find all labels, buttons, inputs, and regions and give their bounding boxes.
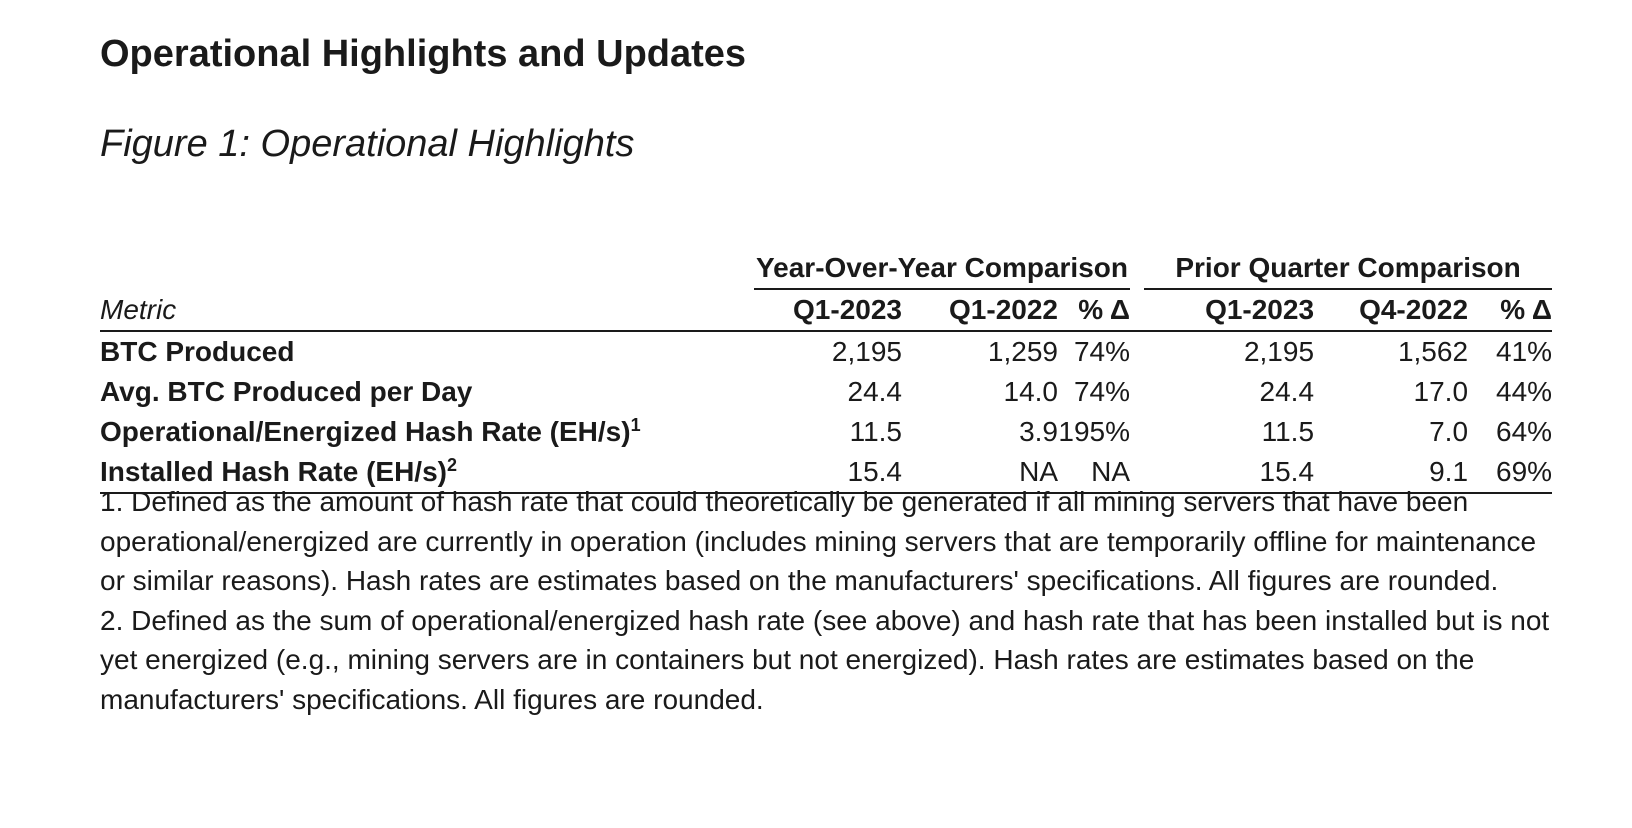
metric-cell: Installed Hash Rate (EH/s)2 xyxy=(100,452,740,494)
metric-cell: BTC Produced xyxy=(100,331,740,372)
pq-change-cell: 44% xyxy=(1496,376,1553,407)
table-row: Operational/Energized Hash Rate (EH/s)1 … xyxy=(100,412,1552,452)
group-header-yoy-label: Year-Over-Year Comparison xyxy=(754,250,1131,290)
pq-change-cell: 69% xyxy=(1468,452,1553,494)
gap-cell xyxy=(1130,372,1144,412)
figure-title: Figure 1: Operational Highlights xyxy=(100,123,635,165)
column-header-pq-change: % Δ xyxy=(1468,290,1553,332)
pq-current-cell: 2,195 xyxy=(1243,336,1315,367)
column-header-yoy-change: % Δ xyxy=(1058,290,1131,332)
column-header-metric: Metric xyxy=(100,290,740,332)
pq-prior-cell: 17.0 xyxy=(1413,376,1469,407)
pq-prior-cell: 7.0 xyxy=(1429,416,1469,447)
pq-current-cell: 15.4 xyxy=(1144,452,1315,494)
yoy-current-cell: 11.5 xyxy=(849,416,902,447)
yoy-change-cell: 195% xyxy=(1058,416,1131,447)
footnote-1: 1. Defined as the amount of hash rate th… xyxy=(100,486,1537,596)
yoy-current-cell: 2,195 xyxy=(831,336,902,367)
group-header-row: Year-Over-Year Comparison Prior Quarter … xyxy=(100,250,1553,290)
footnotes: 1. Defined as the amount of hash rate th… xyxy=(100,482,1560,719)
yoy-prior-cell: NA xyxy=(902,452,1058,494)
pq-change-cell: 41% xyxy=(1496,336,1553,367)
group-header-empty xyxy=(100,250,740,290)
metric-label: BTC Produced xyxy=(100,336,295,367)
column-header-gap xyxy=(1130,290,1145,332)
pq-change-cell: 64% xyxy=(1496,416,1553,447)
footnote-ref: 1 xyxy=(630,415,641,435)
yoy-prior-cell: 3.9 xyxy=(1019,416,1058,447)
table-row: Installed Hash Rate (EH/s)2 15.4 NA NA 1… xyxy=(100,452,1553,494)
table-row: Avg. BTC Produced per Day 24.4 14.0 74% … xyxy=(100,372,1552,412)
group-header-gap xyxy=(1130,250,1144,290)
column-header-yoy-prior: Q1-2022 xyxy=(902,290,1058,332)
yoy-change-cell: NA xyxy=(1058,452,1131,494)
column-header-pq-prior: Q4-2022 xyxy=(1314,290,1469,332)
group-header-yoy: Year-Over-Year Comparison xyxy=(740,250,1131,290)
metric-cell: Avg. BTC Produced per Day xyxy=(100,372,740,412)
metric-label: Operational/Energized Hash Rate (EH/s) xyxy=(100,416,631,447)
column-header-pq-current: Q1-2023 xyxy=(1144,290,1315,332)
yoy-current-cell: 15.4 xyxy=(740,452,902,494)
pq-current-cell: 11.5 xyxy=(1261,416,1315,447)
group-header-prior: Prior Quarter Comparison xyxy=(1144,250,1553,290)
section-heading: Operational Highlights and Updates xyxy=(100,33,747,75)
yoy-prior-cell: 1,259 xyxy=(987,336,1058,367)
table-row: BTC Produced 2,195 1,259 74% 2,195 1,562… xyxy=(100,331,1552,372)
footnote-2: 2. Defined as the sum of operational/ene… xyxy=(100,604,1550,715)
metric-label: Avg. BTC Produced per Day xyxy=(100,376,473,407)
group-header-prior-label: Prior Quarter Comparison xyxy=(1144,250,1553,290)
column-header-row: Metric Q1-2023 Q1-2022 % Δ Q1-2023 Q4-20… xyxy=(100,290,1553,332)
yoy-change-cell: 74% xyxy=(1073,336,1131,367)
operational-highlights-table: Year-Over-Year Comparison Prior Quarter … xyxy=(100,250,1553,494)
gap-cell xyxy=(1130,452,1145,494)
yoy-prior-cell: 14.0 xyxy=(1003,376,1059,407)
gap-cell xyxy=(1130,331,1144,372)
yoy-change-cell: 74% xyxy=(1073,376,1131,407)
pq-prior-cell: 1,562 xyxy=(1397,336,1469,367)
pq-current-cell: 24.4 xyxy=(1259,376,1315,407)
metric-cell: Operational/Energized Hash Rate (EH/s)1 xyxy=(100,412,740,452)
metric-label: Installed Hash Rate (EH/s) xyxy=(100,456,447,487)
pq-prior-cell: 9.1 xyxy=(1314,452,1469,494)
yoy-current-cell: 24.4 xyxy=(847,376,903,407)
column-header-yoy-current: Q1-2023 xyxy=(740,290,902,332)
gap-cell xyxy=(1130,412,1144,452)
footnote-ref: 2 xyxy=(446,455,457,475)
